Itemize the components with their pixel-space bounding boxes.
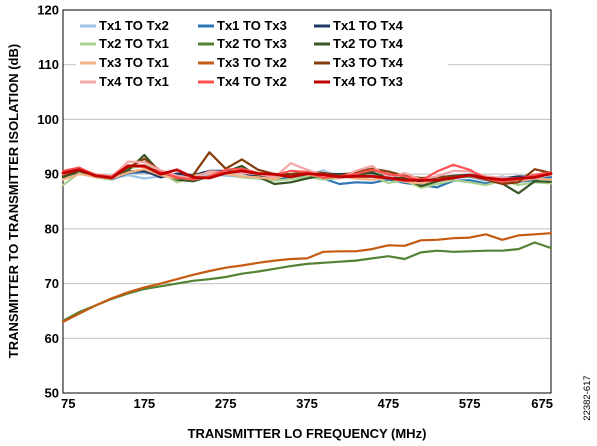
legend-label-tx3-to-tx2: Tx3 TO Tx2 [217,55,287,70]
series-lines [61,151,553,323]
legend-label-tx3-to-tx1: Tx3 TO Tx1 [99,55,169,70]
series-line-tx4-to-tx1 [61,160,553,181]
legend-label-tx4-to-tx3: Tx4 TO Tx3 [333,74,403,89]
y-tick-label: 50 [45,386,59,401]
legend-label-tx4-to-tx1: Tx4 TO Tx1 [99,74,169,89]
legend-label-tx4-to-tx2: Tx4 TO Tx2 [217,74,287,89]
series-line-tx2-to-tx3 [61,241,553,322]
y-tick-label: 100 [37,112,59,127]
y-tick-label: 90 [45,167,59,182]
x-tick-label: 575 [459,396,481,411]
figure-id: 22382-617 [582,375,593,420]
x-tick-label: 75 [61,396,75,411]
y-tick-label: 80 [45,221,59,236]
legend-label-tx2-to-tx1: Tx2 TO Tx1 [99,36,169,51]
legend-label-tx2-to-tx4: Tx2 TO Tx4 [333,36,404,51]
grid [63,64,551,339]
x-axis-title: TRANSMITTER LO FREQUENCY (MHz) [188,426,427,441]
legend-background [76,12,448,100]
series-line-tx4-to-tx3 [61,164,553,182]
y-tick-label: 70 [45,276,59,291]
y-tick-label: 110 [38,57,59,72]
plot-frame [62,9,552,394]
legend: Tx1 TO Tx2 Tx1 TO Tx3 Tx1 TO Tx4 Tx2 TO Tx1… [76,12,448,100]
x-tick-label: 375 [296,396,318,411]
y-axis-title: TRANSMITTER TO TRANSMITTER ISOLATION (dB… [6,44,21,358]
legend-label-tx1-to-tx2: Tx1 TO Tx2 [99,18,169,33]
x-tick-label: 275 [215,396,237,411]
series-line-tx3-to-tx2 [61,232,553,323]
y-tick-label: 60 [45,331,59,346]
legend-label-tx1-to-tx4: Tx1 TO Tx4 [333,18,404,33]
y-tick-labels: 50 60 70 80 90 100 110 120 [37,3,59,401]
legend-label-tx3-to-tx4: Tx3 TO Tx4 [333,55,404,70]
y-tick-label: 120 [37,3,59,18]
x-tick-label: 175 [133,396,155,411]
x-tick-labels: 75 175 275 375 475 575 675 [61,396,553,411]
x-tick-label: 675 [531,396,553,411]
legend-label-tx1-to-tx3: Tx1 TO Tx3 [217,18,287,33]
legend-label-tx2-to-tx3: Tx2 TO Tx3 [217,36,287,51]
x-tick-label: 475 [377,396,399,411]
